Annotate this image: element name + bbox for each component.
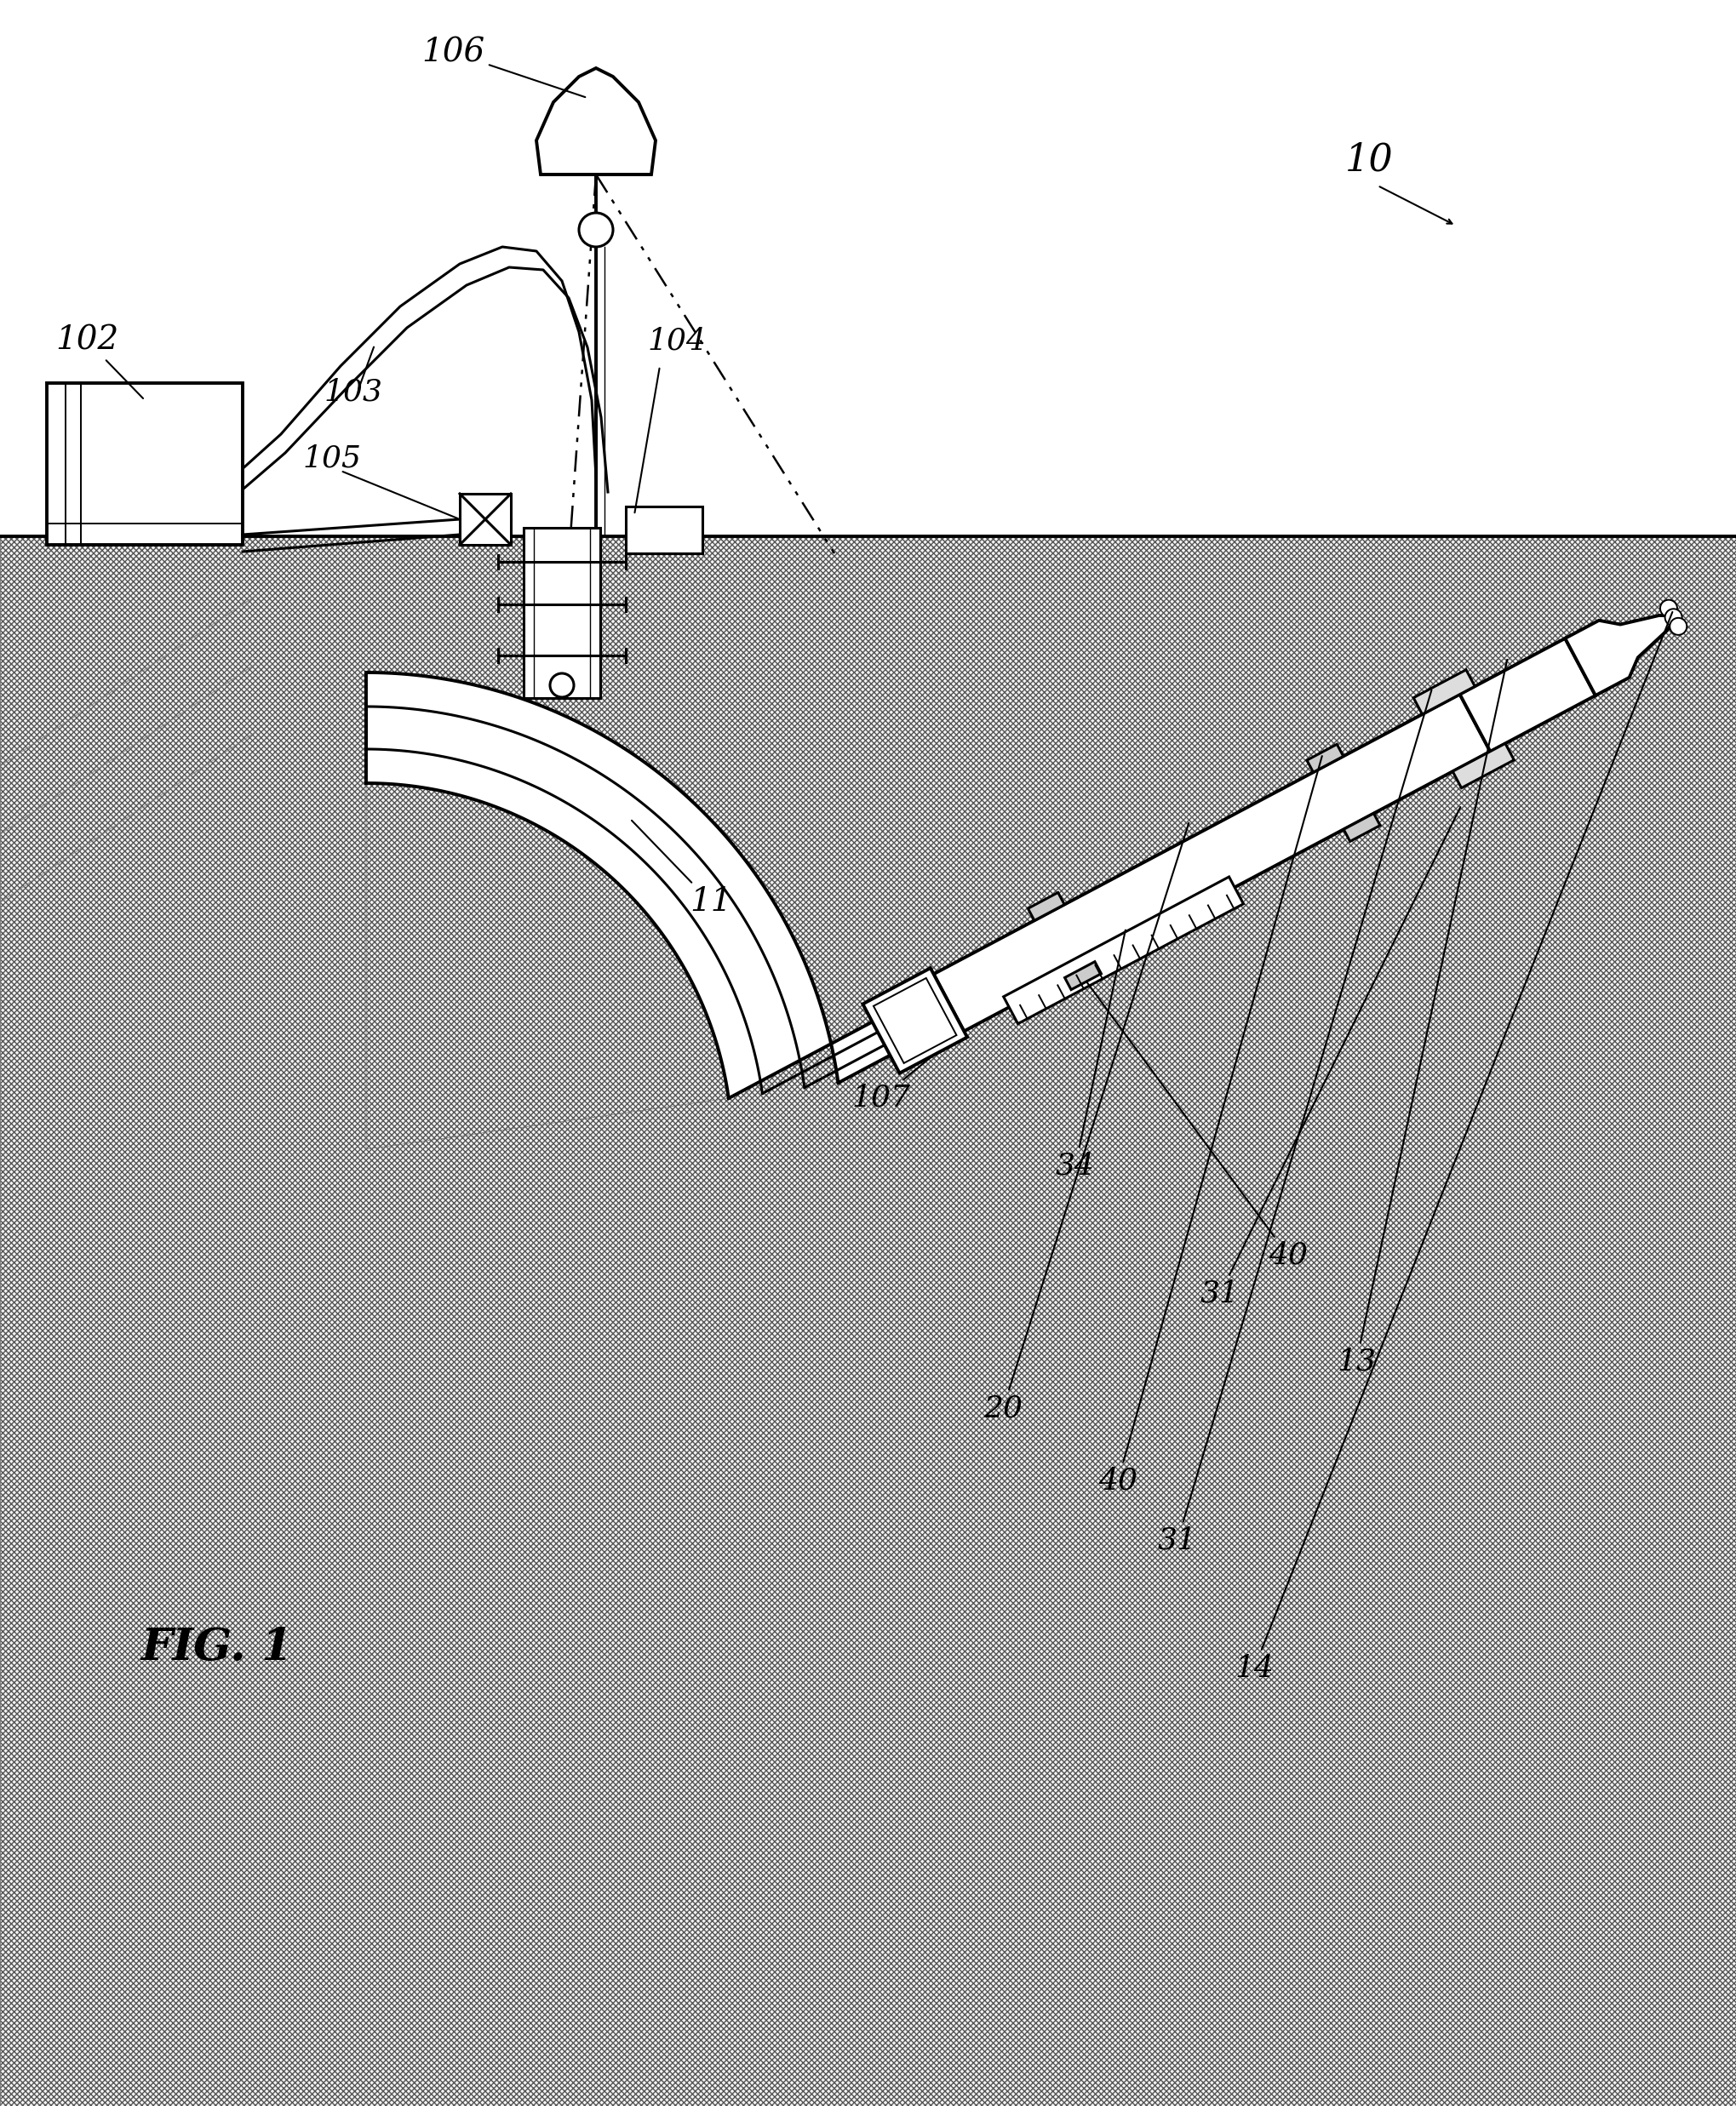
Polygon shape: [934, 695, 1489, 1032]
Text: 106: 106: [422, 38, 585, 97]
Text: 107: 107: [851, 1057, 930, 1112]
Bar: [625, 508, 701, 554]
Polygon shape: [1064, 962, 1101, 990]
Polygon shape: [1451, 743, 1514, 788]
Polygon shape: [1003, 876, 1243, 1024]
Text: 102: 102: [56, 324, 142, 398]
Text: 31: 31: [1200, 807, 1460, 1308]
Polygon shape: [1028, 893, 1064, 920]
Circle shape: [550, 674, 573, 697]
Polygon shape: [1413, 670, 1474, 714]
Text: 40: 40: [1097, 756, 1321, 1495]
Text: FIG. 1: FIG. 1: [141, 1626, 293, 1670]
Text: 105: 105: [302, 444, 361, 472]
Text: 11: 11: [632, 821, 731, 918]
Text: 31: 31: [1158, 691, 1430, 1554]
Polygon shape: [0, 537, 1736, 2106]
Polygon shape: [536, 67, 654, 175]
Bar: [47, 383, 243, 545]
Bar: [523, 529, 601, 697]
Polygon shape: [1564, 615, 1675, 695]
Text: 20: 20: [983, 823, 1187, 1424]
Text: 104: 104: [648, 326, 705, 356]
Text: 34: 34: [1055, 931, 1125, 1181]
Polygon shape: [873, 977, 957, 1064]
Circle shape: [1668, 617, 1686, 634]
Polygon shape: [1460, 638, 1595, 752]
Polygon shape: [1344, 813, 1380, 842]
Text: 10: 10: [1345, 141, 1392, 177]
Text: 13: 13: [1337, 659, 1507, 1377]
Polygon shape: [366, 663, 1627, 1097]
Text: 14: 14: [1234, 613, 1672, 1683]
Circle shape: [578, 213, 613, 246]
Polygon shape: [366, 783, 729, 1150]
Polygon shape: [1305, 743, 1342, 773]
Text: 103: 103: [323, 377, 382, 406]
Bar: [460, 493, 510, 545]
Circle shape: [1665, 609, 1680, 625]
Text: 40: 40: [1087, 981, 1307, 1270]
Circle shape: [1660, 600, 1677, 617]
Polygon shape: [863, 969, 967, 1074]
